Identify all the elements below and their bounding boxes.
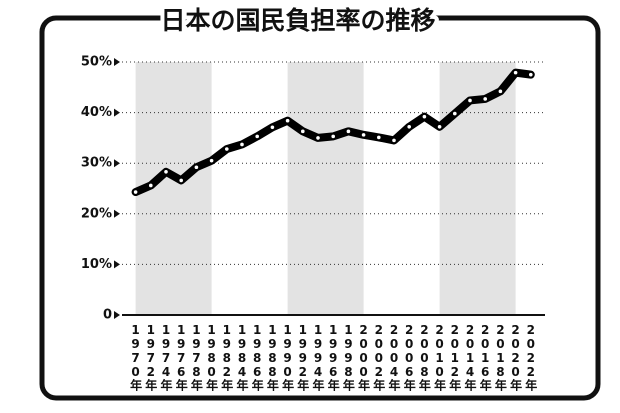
x-tick-label: 1970年: [129, 323, 143, 392]
data-point: [255, 134, 259, 139]
x-tick-label: 2020年: [509, 323, 523, 392]
data-point: [331, 134, 336, 139]
tick-mark: [114, 159, 120, 168]
data-point: [194, 165, 199, 170]
frame: [39, 15, 601, 401]
y-tick-label: 20%: [81, 206, 112, 221]
data-point: [437, 124, 442, 129]
y-tick-label: 40%: [81, 105, 112, 120]
x-tick-label: 2000年: [357, 323, 371, 392]
data-point: [529, 72, 533, 77]
x-tick-label: 1972年: [144, 323, 158, 392]
x-tick-label: 1998年: [341, 323, 355, 392]
data-point: [483, 97, 488, 101]
x-tick-label: 2006年: [402, 323, 416, 392]
x-tick-label: 1988年: [265, 323, 279, 392]
data-point: [179, 178, 183, 183]
data-point: [240, 142, 244, 147]
data-point: [149, 183, 153, 188]
shade-band: [439, 62, 516, 315]
data-point: [285, 118, 290, 123]
data-point: [361, 133, 366, 137]
plot-area: 0 10% 20% 30% 40% 50% 1970年 1972年 1974年 1976年 1978…: [81, 55, 545, 392]
y-tick-label: 0: [103, 308, 112, 323]
x-tick-label: 1974年: [159, 323, 173, 392]
x-tick-label: 2012年: [448, 323, 462, 392]
tick-mark: [114, 58, 120, 66]
data-point: [316, 136, 320, 140]
data-point: [392, 138, 396, 143]
y-tick-label: 30%: [81, 156, 112, 171]
x-tick-label: 1990年: [281, 323, 295, 392]
x-tick-label: 1984年: [235, 323, 249, 392]
x-tick-label: 2016年: [478, 323, 492, 392]
tick-mark: [114, 260, 120, 269]
y-tick-label: 50%: [81, 55, 112, 70]
x-tick-label: 1976年: [174, 323, 188, 392]
tick-mark: [114, 108, 120, 117]
data-point: [468, 98, 472, 103]
data-point: [453, 111, 457, 116]
x-tick-label: 1996年: [326, 323, 340, 392]
x-tick-label: 2022年: [524, 323, 538, 392]
data-point: [209, 158, 214, 163]
x-tick-label: 1986年: [250, 323, 264, 392]
data-point: [407, 124, 412, 129]
data-point: [301, 129, 305, 134]
x-tick-label: 1982年: [220, 323, 234, 392]
data-point: [346, 129, 351, 134]
data-point: [498, 89, 503, 94]
x-tick-label: 1992年: [296, 323, 310, 392]
data-point: [513, 70, 518, 75]
data-point: [422, 114, 427, 119]
data-point: [133, 190, 138, 194]
data-point: [270, 125, 275, 130]
y-tick-label: 10%: [81, 257, 112, 272]
data-point: [377, 135, 381, 140]
chart-title: 日本の国民負担率の推移: [160, 6, 435, 35]
x-tick-label: 2002年: [372, 323, 386, 392]
tick-mark: [114, 209, 120, 218]
x-tick-label: 1978年: [189, 323, 203, 392]
x-tick-label: 1994年: [311, 323, 325, 392]
x-tick-label: 2008年: [417, 323, 431, 392]
x-tick-label: 2014年: [463, 323, 477, 392]
x-tick-label: 2004年: [387, 323, 401, 392]
tick-mark: [114, 311, 120, 319]
shade-band: [287, 62, 364, 315]
x-tick-label: 2010年: [433, 323, 447, 392]
data-point: [225, 147, 229, 151]
x-tick-label: 2018年: [493, 323, 507, 392]
data-point: [164, 170, 168, 174]
x-tick-label: 1980年: [205, 323, 219, 392]
